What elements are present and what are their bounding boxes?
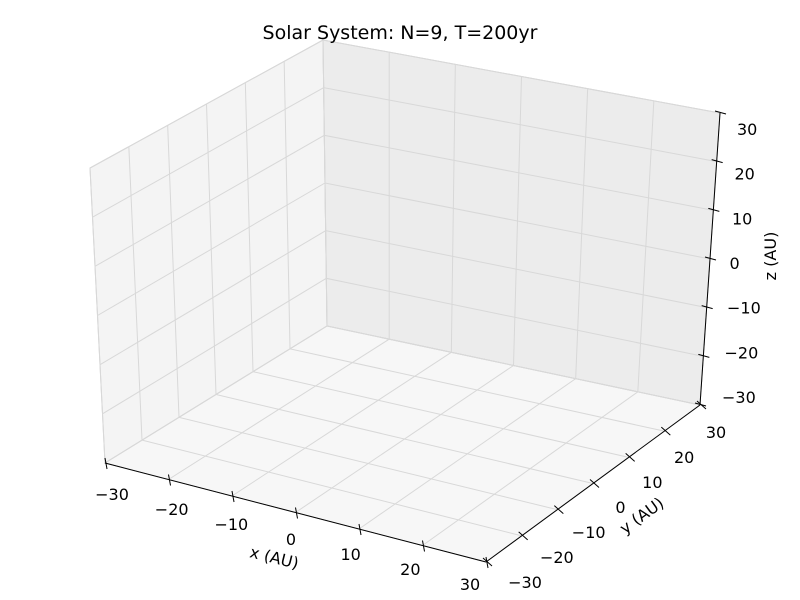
x-tick xyxy=(422,540,425,552)
z-tick-label: 20 xyxy=(735,165,755,184)
y-tick-label: −30 xyxy=(508,573,542,592)
x-axis-line xyxy=(104,462,487,563)
y-tick xyxy=(625,452,635,462)
z-tick-label: 30 xyxy=(737,120,757,139)
z-axis-line xyxy=(699,112,721,406)
y-tick-label: −20 xyxy=(540,548,574,567)
x-tick-label: 0 xyxy=(286,530,296,549)
x-tick-label: −10 xyxy=(214,515,248,534)
chart-title: Solar System: N=9, T=200yr xyxy=(262,22,538,44)
z-gridline xyxy=(89,39,721,169)
y-tick xyxy=(518,531,528,541)
z-tick-label: −20 xyxy=(725,343,759,362)
y-gridline xyxy=(283,61,665,432)
y-axis-line xyxy=(485,404,701,563)
z-tick xyxy=(708,207,720,212)
y-tick xyxy=(589,479,600,488)
z-tick xyxy=(698,353,710,358)
x-tick xyxy=(104,457,108,470)
x-tick-label: 20 xyxy=(400,560,420,579)
z-tick xyxy=(701,305,713,310)
y-tick-label: 0 xyxy=(615,498,625,517)
z-axis-label: z (AU) xyxy=(761,232,780,281)
x-tick xyxy=(485,556,489,569)
x-tick-label: −30 xyxy=(95,485,129,504)
z-tick xyxy=(714,110,727,115)
z-tick xyxy=(694,402,707,407)
x-tick xyxy=(231,490,235,503)
x-tick xyxy=(358,523,362,536)
z-tick-label: −30 xyxy=(722,388,756,407)
z-tick xyxy=(704,256,717,261)
x-tick xyxy=(168,474,171,486)
y-gridline xyxy=(322,39,701,406)
y-tick xyxy=(661,426,671,436)
x-tick-label: 10 xyxy=(340,545,360,564)
z-tick-label: −10 xyxy=(727,299,761,318)
z-tick-label: 10 xyxy=(732,209,752,228)
y-tick-label: 10 xyxy=(642,473,662,492)
y-tick xyxy=(482,557,493,567)
y-tick-label: −10 xyxy=(572,523,606,542)
x-tick-label: −20 xyxy=(155,500,189,519)
z-tick xyxy=(711,159,723,164)
x-tick-label: 30 xyxy=(460,575,480,594)
z-tick-label: 0 xyxy=(730,254,740,273)
y-tick-label: 30 xyxy=(706,423,726,442)
y-tick xyxy=(554,505,564,515)
y-tick-label: 20 xyxy=(674,448,694,467)
x-tick xyxy=(295,507,298,519)
